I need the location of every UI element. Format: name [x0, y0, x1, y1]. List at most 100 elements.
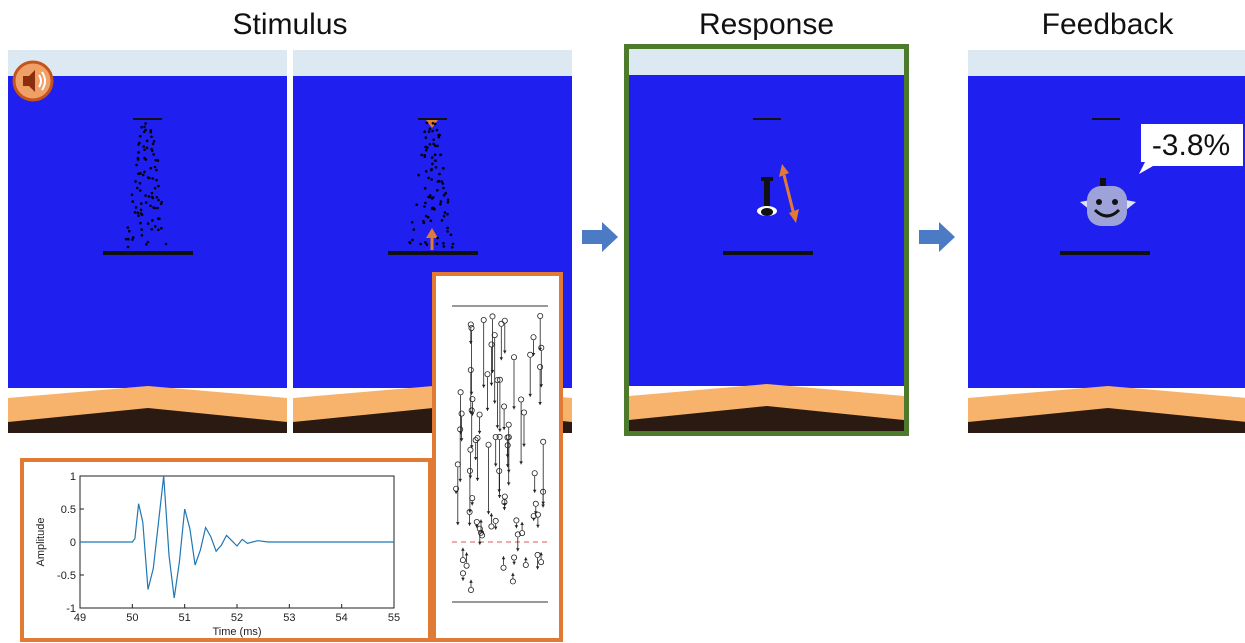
arrow-head	[506, 482, 511, 486]
dot	[164, 242, 168, 246]
particle	[492, 517, 499, 524]
dot	[139, 208, 143, 212]
particle	[530, 334, 537, 341]
x-tick-label: 52	[231, 612, 243, 624]
arrow-head	[531, 353, 536, 356]
dot	[136, 156, 140, 160]
arrow-head	[499, 357, 504, 361]
dot	[434, 166, 438, 169]
dot	[158, 217, 161, 221]
dot	[412, 228, 416, 231]
dot	[155, 196, 159, 199]
dot	[440, 219, 444, 222]
dot	[160, 200, 163, 204]
dot	[436, 188, 439, 192]
dot	[446, 201, 450, 204]
dot	[146, 176, 150, 179]
feedback-panel	[968, 50, 1245, 433]
arrow-head	[473, 457, 478, 461]
dot	[433, 153, 437, 156]
dot	[431, 206, 434, 210]
arrow-head	[503, 350, 507, 354]
particle	[466, 467, 473, 474]
particle	[485, 441, 492, 448]
dot	[137, 151, 140, 154]
feedback-score: -3.8%	[1151, 129, 1231, 162]
whale-icon	[1080, 178, 1136, 226]
particle	[538, 559, 545, 566]
particle	[457, 389, 464, 396]
speaker-icon[interactable]	[11, 59, 55, 103]
arrow-head	[520, 522, 524, 525]
arrow-head	[514, 525, 519, 529]
particle	[537, 364, 544, 371]
particle	[476, 411, 483, 418]
particle	[489, 313, 496, 320]
dot	[132, 236, 135, 239]
dot	[442, 167, 445, 170]
arrow-head	[459, 438, 464, 442]
dot	[150, 147, 153, 151]
feedback-heading: Feedback	[1041, 8, 1174, 41]
dot	[439, 153, 443, 157]
dot	[432, 138, 435, 141]
dot	[436, 180, 440, 183]
dot	[150, 135, 153, 139]
dot	[153, 165, 157, 169]
particle	[501, 493, 508, 500]
arrow-head	[519, 461, 523, 465]
particle	[532, 500, 539, 507]
dot	[423, 186, 427, 190]
dot	[147, 195, 151, 198]
dot	[428, 143, 432, 146]
dot	[449, 233, 453, 237]
arrow-head	[456, 522, 460, 526]
dot	[160, 226, 163, 230]
submarine-icon[interactable]	[757, 177, 777, 216]
dot	[127, 237, 130, 241]
arrow-head	[501, 556, 506, 560]
arrow-head	[538, 347, 542, 351]
particle	[527, 351, 534, 358]
dot	[146, 240, 150, 244]
dot	[423, 205, 426, 208]
particle	[472, 437, 479, 444]
arrow-head	[469, 341, 473, 344]
dot	[438, 172, 441, 176]
dot	[151, 142, 155, 146]
dot	[424, 136, 428, 139]
dot	[126, 226, 130, 229]
dot	[143, 156, 146, 160]
y-tick-label: -0.5	[57, 570, 76, 582]
arrow-head	[468, 475, 473, 479]
arrow-head	[470, 502, 474, 506]
sea-scene	[8, 50, 287, 433]
dot	[442, 242, 445, 245]
dot-cloud	[408, 121, 455, 249]
arrow-head	[516, 548, 520, 552]
arrow-head	[511, 572, 515, 576]
dot	[430, 168, 433, 171]
particle	[466, 508, 473, 515]
sea-scene	[968, 50, 1245, 433]
dot	[433, 122, 437, 126]
dot	[140, 228, 143, 231]
dot	[431, 162, 434, 166]
waveform-chart: 49 50 51 52 53 54 55 1 0.5 0 -0.5 -1 Time (ms) Ampl…	[35, 471, 400, 638]
x-tick-label: 54	[336, 612, 348, 624]
dot	[435, 242, 439, 246]
dot-cloud	[124, 122, 168, 249]
stimulus-heading: Stimulus	[232, 8, 348, 41]
x-tick-label: 50	[126, 612, 138, 624]
arrow-head	[489, 513, 494, 517]
arrow-head	[502, 427, 506, 430]
arrow-head	[497, 495, 502, 498]
dot	[126, 245, 130, 249]
dot	[410, 221, 414, 224]
dot	[424, 170, 428, 173]
response-panel[interactable]	[629, 49, 904, 431]
dot	[415, 203, 418, 206]
arrow-head	[469, 579, 473, 583]
dot	[430, 178, 433, 181]
dot	[428, 127, 432, 131]
